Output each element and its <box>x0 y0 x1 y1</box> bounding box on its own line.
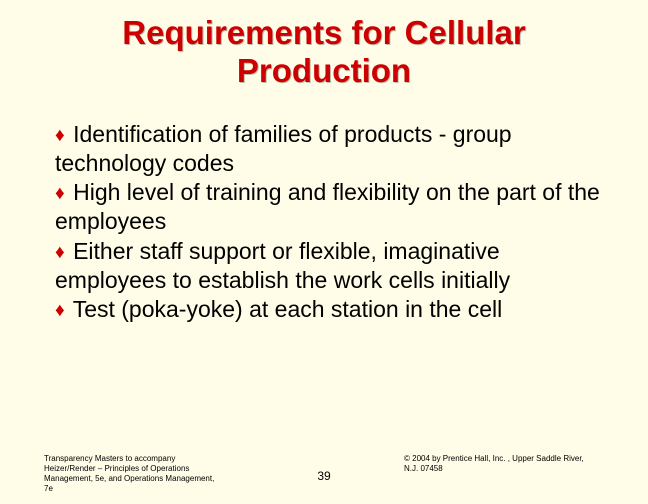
footer-text: 7e <box>44 484 53 493</box>
diamond-icon: ♦ <box>55 241 65 265</box>
bullet-text: Test (poka-yoke) at each station in the … <box>73 296 503 322</box>
footer-text: Transparency Masters to accompany <box>44 454 175 463</box>
diamond-icon: ♦ <box>55 299 65 323</box>
diamond-icon: ♦ <box>55 124 65 148</box>
bullet-item: ♦ Identification of families of products… <box>55 120 603 178</box>
footer-text: © 2004 by Prentice Hall, Inc. , Upper Sa… <box>404 454 584 463</box>
slide-number: 39 <box>44 469 604 484</box>
bullet-text: Identification of families of products -… <box>55 121 512 176</box>
bullet-text: Either staff support or flexible, imagin… <box>55 238 510 293</box>
slide-title: Requirements for Cellular Production <box>0 0 648 90</box>
bullet-item: ♦ Either staff support or flexible, imag… <box>55 237 603 295</box>
bullet-item: ♦ High level of training and flexibility… <box>55 178 603 236</box>
diamond-icon: ♦ <box>55 182 65 206</box>
bullet-text: High level of training and flexibility o… <box>55 179 600 234</box>
slide-footer: Transparency Masters to accompany Heizer… <box>44 454 604 494</box>
bullet-item: ♦ Test (poka-yoke) at each station in th… <box>55 295 603 324</box>
bullet-list: ♦ Identification of families of products… <box>0 90 648 324</box>
